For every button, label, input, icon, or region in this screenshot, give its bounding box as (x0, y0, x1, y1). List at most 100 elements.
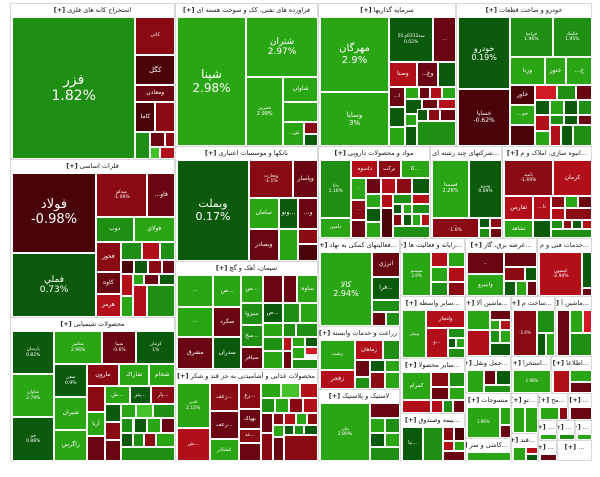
stock-tile[interactable] (500, 320, 511, 330)
stock-tile[interactable] (272, 413, 285, 425)
stock-tile[interactable] (284, 413, 297, 425)
stock-tile[interactable] (155, 102, 175, 132)
stock-tile[interactable]: دامین (320, 218, 352, 238)
stock-tile[interactable] (448, 387, 465, 400)
stock-tile[interactable] (280, 383, 301, 398)
stock-tile[interactable] (388, 127, 405, 146)
stock-tile[interactable] (134, 260, 149, 274)
stock-tile[interactable] (412, 214, 422, 226)
stock-tile[interactable]: شفن 0.9% (54, 364, 88, 397)
stock-tile[interactable]: ... (467, 252, 504, 274)
stock-tile[interactable] (370, 447, 400, 461)
stock-tile[interactable] (503, 281, 516, 296)
stock-tile[interactable]: کرمان (552, 160, 592, 196)
stock-tile[interactable] (305, 347, 318, 355)
stock-tile[interactable] (489, 330, 501, 343)
stock-tile[interactable] (160, 147, 175, 159)
stock-tile[interactable] (370, 372, 385, 389)
sector-header[interactable]: ...انبوه سازی، املاک و م [+] (503, 147, 591, 160)
stock-tile[interactable]: سکرد (213, 307, 242, 337)
stock-tile[interactable] (262, 337, 283, 351)
stock-tile[interactable] (570, 310, 583, 333)
stock-tile[interactable] (438, 62, 456, 87)
sector-header[interactable]: ...ماشین آلا [+] (466, 297, 510, 310)
stock-tile[interactable] (355, 377, 370, 389)
stock-tile[interactable] (366, 178, 381, 194)
stock-tile[interactable] (142, 242, 161, 260)
stock-tile[interactable] (546, 333, 555, 356)
stock-tile[interactable] (262, 323, 283, 337)
stock-tile[interactable] (454, 441, 465, 451)
stock-tile[interactable] (513, 407, 526, 433)
stock-tile[interactable] (104, 422, 121, 440)
sector-header[interactable]: استخراج کانه های فلزی [+] (11, 4, 174, 17)
stock-tile[interactable] (304, 122, 318, 134)
stock-tile[interactable] (564, 115, 579, 125)
stock-tile[interactable] (395, 178, 413, 194)
stock-tile[interactable] (489, 320, 501, 330)
stock-tile[interactable]: -1.6% (513, 310, 537, 356)
expand-icon[interactable]: [+] (539, 396, 550, 404)
stock-tile[interactable]: وسایا 3% (320, 92, 389, 146)
stock-tile[interactable]: ش... (283, 122, 305, 146)
stock-tile[interactable] (467, 370, 485, 393)
stock-tile[interactable]: زماهان (355, 340, 383, 360)
expand-icon[interactable]: [+] (401, 241, 407, 249)
stock-tile[interactable]: ثامید -1.69% (504, 160, 553, 196)
stock-tile[interactable] (380, 178, 396, 194)
expand-icon[interactable]: [+] (360, 6, 372, 14)
stock-tile[interactable] (527, 281, 537, 296)
expand-icon[interactable]: [+] (558, 423, 564, 431)
stock-tile[interactable] (120, 433, 133, 447)
stock-tile[interactable]: خ... (566, 57, 592, 85)
stock-tile[interactable] (282, 323, 297, 337)
expand-icon[interactable]: [+] (576, 423, 581, 431)
sector-header[interactable]: ...ساير محصولا [+] (401, 359, 464, 372)
stock-tile[interactable] (392, 204, 403, 214)
stock-tile[interactable] (380, 208, 393, 238)
expand-icon[interactable]: [+] (512, 436, 519, 444)
stock-tile[interactable]: ثشاهد (504, 220, 534, 238)
stock-tile[interactable] (447, 282, 465, 296)
stock-tile[interactable] (282, 275, 298, 303)
stock-tile[interactable] (578, 100, 592, 115)
expand-icon[interactable]: [+] (334, 149, 346, 157)
stock-tile[interactable]: فولاي (133, 217, 175, 242)
stock-tile[interactable] (260, 383, 281, 398)
stock-tile[interactable] (392, 226, 430, 238)
stock-tile[interactable] (431, 282, 448, 296)
stock-tile[interactable] (278, 229, 299, 261)
stock-tile[interactable]: کرمان 1% (136, 331, 175, 364)
stock-tile[interactable]: ولنجار (426, 310, 465, 328)
stock-tile[interactable] (402, 204, 413, 214)
sector-header[interactable]: ...اطلاعا [+] (552, 357, 591, 370)
stock-tile[interactable] (272, 425, 285, 437)
stock-tile[interactable] (442, 451, 465, 461)
stock-tile[interactable] (404, 87, 419, 99)
sector-header[interactable]: ...ماشین آ [+] (556, 297, 591, 310)
stock-tile[interactable] (536, 333, 547, 356)
sector-header[interactable]: ...حمل ونقل [+] (466, 357, 510, 370)
stock-tile[interactable] (534, 100, 550, 115)
stock-tile[interactable]: زفجر (320, 370, 355, 389)
stock-tile[interactable] (454, 427, 465, 441)
expand-icon[interactable]: [+] (466, 299, 475, 307)
stock-tile[interactable]: ...زغ (239, 383, 261, 409)
stock-tile[interactable] (550, 208, 565, 220)
stock-tile[interactable] (147, 418, 162, 433)
stock-tile[interactable] (442, 441, 455, 451)
stock-tile[interactable]: ... (433, 17, 456, 62)
expand-icon[interactable]: [+] (485, 6, 497, 14)
stock-tile[interactable]: غشاذر (209, 439, 240, 461)
sector-header[interactable]: ... [+] (558, 421, 574, 434)
stock-tile[interactable] (165, 132, 175, 147)
stock-tile[interactable]: ...ش (104, 386, 130, 404)
stock-tile[interactable] (431, 372, 449, 387)
stock-tile[interactable] (282, 337, 293, 351)
stock-tile[interactable] (453, 400, 465, 413)
stock-tile[interactable]: آریا (87, 412, 105, 436)
stock-tile[interactable] (161, 418, 175, 433)
expand-icon[interactable]: [+] (177, 372, 189, 380)
sector-header[interactable]: زراعت و خدمات وابسته [+] (319, 327, 399, 340)
stock-tile[interactable] (385, 372, 400, 389)
